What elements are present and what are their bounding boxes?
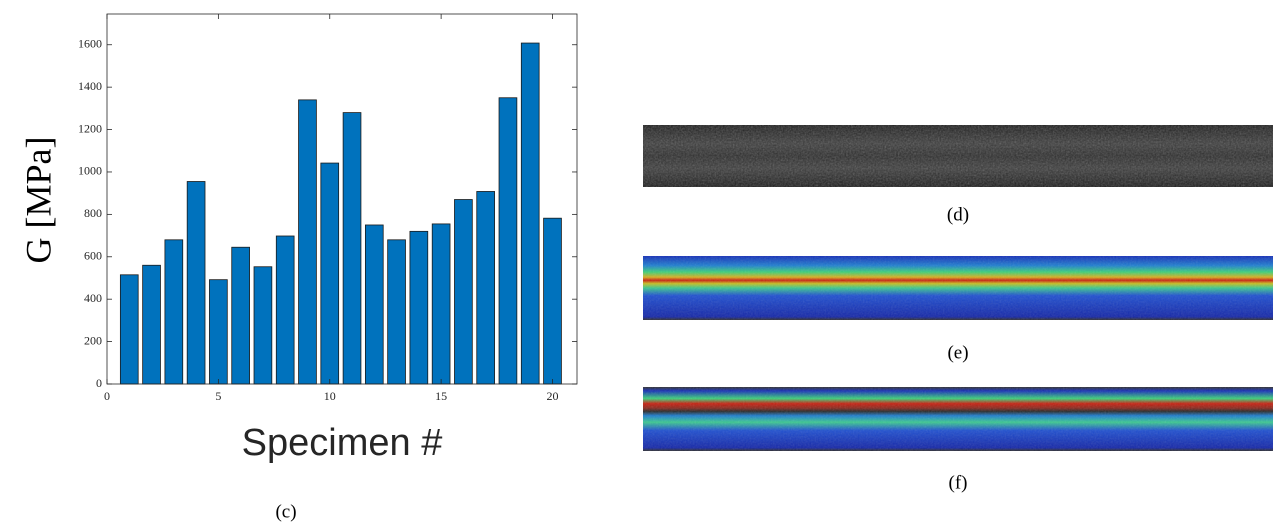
- y-tick-label: 1200: [78, 121, 102, 135]
- bar: [209, 280, 227, 384]
- y-axis-label: G [MPa]: [18, 137, 58, 264]
- bar: [276, 236, 294, 384]
- bar: [544, 218, 562, 384]
- bar: [143, 265, 161, 384]
- bar: [410, 231, 428, 384]
- caption: (d): [947, 204, 969, 225]
- caption: (c): [275, 501, 296, 522]
- x-tick-label: 5: [215, 389, 221, 403]
- bar: [299, 100, 317, 384]
- x-axis-label: Specimen #: [242, 422, 443, 464]
- caption: (f): [949, 472, 968, 493]
- x-tick-label: 0: [104, 389, 110, 403]
- bar: [321, 163, 339, 384]
- bar: [477, 191, 495, 384]
- bar: [454, 200, 472, 384]
- bar: [165, 240, 183, 384]
- x-tick-label: 20: [546, 389, 558, 403]
- caption: (e): [947, 342, 968, 363]
- figure: (d) (e) (f) (c) G [MPa] Specimen # 02004…: [0, 0, 1273, 532]
- bar: [388, 240, 406, 384]
- image-d: [643, 125, 1273, 187]
- bar: [120, 275, 138, 384]
- bar: [232, 247, 250, 384]
- bar: [254, 267, 272, 384]
- x-tick-label: 15: [435, 389, 447, 403]
- y-tick-label: 0: [96, 376, 102, 390]
- bar: [521, 43, 539, 384]
- y-tick-label: 200: [84, 333, 102, 347]
- image-e: [643, 256, 1273, 320]
- bar: [432, 224, 450, 384]
- bar: [499, 98, 517, 384]
- y-tick-label: 1000: [78, 164, 102, 178]
- y-tick-label: 1600: [78, 36, 102, 50]
- y-tick-label: 600: [84, 249, 102, 263]
- bar: [343, 113, 361, 384]
- image-f: [643, 387, 1273, 451]
- y-tick-label: 1400: [78, 79, 102, 93]
- bar: [365, 225, 383, 384]
- x-tick-label: 10: [324, 389, 336, 403]
- bar: [187, 182, 205, 384]
- y-tick-label: 400: [84, 291, 102, 305]
- y-tick-label: 800: [84, 206, 102, 220]
